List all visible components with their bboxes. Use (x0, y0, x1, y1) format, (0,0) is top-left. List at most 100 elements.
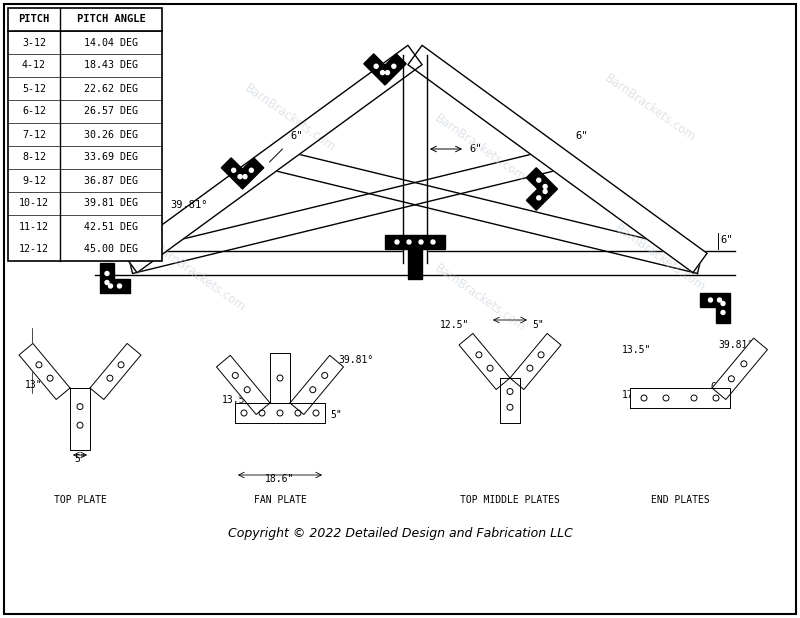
Circle shape (537, 196, 541, 200)
Polygon shape (90, 344, 141, 399)
Circle shape (381, 70, 385, 75)
Polygon shape (385, 235, 445, 249)
Text: 36.87 DEG: 36.87 DEG (84, 176, 138, 185)
Text: BarnBrackets.com: BarnBrackets.com (152, 242, 248, 314)
Polygon shape (408, 249, 422, 279)
Text: 10-12: 10-12 (19, 198, 49, 208)
Polygon shape (127, 148, 560, 274)
Circle shape (238, 175, 242, 179)
Text: 18.43 DEG: 18.43 DEG (84, 61, 138, 70)
Circle shape (543, 190, 547, 193)
Circle shape (374, 64, 378, 68)
Circle shape (419, 240, 423, 244)
Circle shape (105, 281, 109, 284)
Text: 5": 5" (74, 454, 86, 464)
Circle shape (543, 185, 547, 188)
Text: 8-12: 8-12 (22, 153, 46, 163)
Text: 6-12: 6-12 (22, 106, 46, 117)
Text: 6": 6" (575, 131, 588, 141)
Polygon shape (630, 388, 730, 408)
Circle shape (392, 64, 396, 68)
Text: 26.57 DEG: 26.57 DEG (84, 106, 138, 117)
Polygon shape (510, 334, 561, 389)
Text: 13": 13" (25, 380, 42, 390)
Text: 13.5": 13.5" (222, 395, 251, 405)
Circle shape (232, 168, 236, 172)
Polygon shape (270, 353, 290, 403)
Text: 5": 5" (532, 320, 544, 330)
Circle shape (709, 298, 713, 302)
Circle shape (407, 240, 411, 244)
Polygon shape (235, 403, 325, 423)
Polygon shape (222, 158, 264, 189)
Text: FAN PLATE: FAN PLATE (254, 495, 306, 505)
Text: 33.69 DEG: 33.69 DEG (84, 153, 138, 163)
Text: 39.81°: 39.81° (170, 200, 207, 210)
Text: 7-12: 7-12 (22, 130, 46, 140)
Polygon shape (364, 54, 406, 85)
Polygon shape (459, 334, 510, 389)
Polygon shape (408, 45, 707, 273)
Text: 6": 6" (290, 131, 303, 141)
Text: 6": 6" (710, 382, 722, 392)
Text: 39.81 DEG: 39.81 DEG (84, 198, 138, 208)
Text: 30.26 DEG: 30.26 DEG (84, 130, 138, 140)
Text: 42.51 DEG: 42.51 DEG (84, 221, 138, 232)
Circle shape (109, 284, 113, 288)
Text: 6": 6" (720, 235, 733, 245)
Text: PITCH ANGLE: PITCH ANGLE (77, 14, 146, 25)
Polygon shape (526, 167, 558, 210)
Circle shape (386, 70, 390, 75)
Text: 13.5": 13.5" (622, 345, 651, 355)
Polygon shape (70, 388, 90, 450)
Circle shape (431, 240, 435, 244)
Circle shape (721, 310, 725, 315)
Text: BarnBrackets.com: BarnBrackets.com (432, 262, 528, 334)
Text: 11-12: 11-12 (19, 221, 49, 232)
Text: TOP MIDDLE PLATES: TOP MIDDLE PLATES (460, 495, 560, 505)
Text: BarnBrackets.com: BarnBrackets.com (602, 72, 698, 144)
Circle shape (105, 271, 109, 276)
Polygon shape (712, 338, 767, 399)
Text: 12-12: 12-12 (19, 245, 49, 255)
Polygon shape (500, 378, 520, 423)
Text: PITCH: PITCH (18, 14, 50, 25)
Text: 14.04 DEG: 14.04 DEG (84, 38, 138, 48)
Text: 5": 5" (330, 410, 342, 420)
Text: 45.00 DEG: 45.00 DEG (84, 245, 138, 255)
Text: 3-12: 3-12 (22, 38, 46, 48)
Circle shape (395, 240, 399, 244)
Text: BarnBrackets.com: BarnBrackets.com (612, 222, 708, 294)
Text: 22.62 DEG: 22.62 DEG (84, 83, 138, 93)
Text: BarnBrackets.com: BarnBrackets.com (67, 82, 163, 154)
Polygon shape (217, 355, 270, 415)
Polygon shape (95, 251, 735, 275)
Text: TOP PLATE: TOP PLATE (54, 495, 106, 505)
Text: 39.81°: 39.81° (718, 340, 754, 350)
Text: END PLATES: END PLATES (650, 495, 710, 505)
Polygon shape (700, 293, 730, 323)
Polygon shape (270, 148, 702, 274)
Text: 39.81°: 39.81° (338, 355, 374, 365)
Bar (8, 8, 162, 261)
Polygon shape (19, 344, 70, 399)
Polygon shape (290, 355, 343, 415)
Text: Copyright © 2022 Detailed Design and Fabrication LLC: Copyright © 2022 Detailed Design and Fab… (227, 527, 573, 540)
Text: 12.5": 12.5" (440, 320, 470, 330)
Text: BarnBrackets.com: BarnBrackets.com (432, 112, 528, 184)
Text: 4-12: 4-12 (22, 61, 46, 70)
Text: 18.6": 18.6" (266, 474, 294, 484)
Circle shape (250, 168, 254, 172)
Text: 17": 17" (622, 390, 640, 400)
Text: 5-12: 5-12 (22, 83, 46, 93)
Polygon shape (100, 263, 130, 293)
Polygon shape (403, 55, 427, 263)
Circle shape (537, 178, 541, 182)
Circle shape (718, 298, 722, 302)
Text: 9-12: 9-12 (22, 176, 46, 185)
Circle shape (243, 175, 247, 179)
Text: BarnBrackets.com: BarnBrackets.com (242, 82, 338, 154)
Circle shape (118, 284, 122, 288)
Polygon shape (123, 45, 422, 273)
Circle shape (721, 302, 725, 305)
